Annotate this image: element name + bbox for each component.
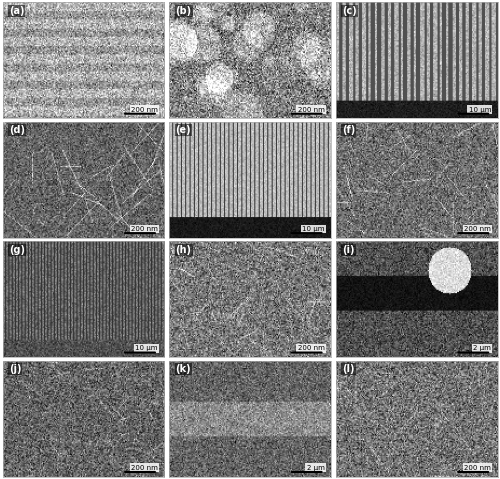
Text: (l): (l) bbox=[342, 364, 354, 374]
Text: (d): (d) bbox=[9, 125, 25, 135]
Text: 200 nm: 200 nm bbox=[464, 465, 491, 471]
Text: 2 μm: 2 μm bbox=[306, 465, 324, 471]
Text: (e): (e) bbox=[176, 125, 191, 135]
Text: (b): (b) bbox=[176, 6, 192, 16]
Text: 200 nm: 200 nm bbox=[298, 345, 324, 352]
Text: 200 nm: 200 nm bbox=[131, 465, 158, 471]
Text: (i): (i) bbox=[342, 245, 354, 255]
Text: (a): (a) bbox=[9, 6, 24, 16]
Text: (k): (k) bbox=[176, 364, 191, 374]
Text: 10 μm: 10 μm bbox=[468, 106, 491, 113]
Text: (g): (g) bbox=[9, 245, 25, 255]
Text: 200 nm: 200 nm bbox=[298, 106, 324, 113]
Text: 200 nm: 200 nm bbox=[131, 226, 158, 232]
Text: 10 μm: 10 μm bbox=[302, 226, 324, 232]
Text: 10 μm: 10 μm bbox=[136, 345, 158, 352]
Text: (j): (j) bbox=[9, 364, 22, 374]
Text: (f): (f) bbox=[342, 125, 355, 135]
Text: (h): (h) bbox=[176, 245, 192, 255]
Text: (c): (c) bbox=[342, 6, 357, 16]
Text: 200 nm: 200 nm bbox=[464, 226, 491, 232]
Text: 200 nm: 200 nm bbox=[131, 106, 158, 113]
Text: 2 μm: 2 μm bbox=[473, 345, 491, 352]
